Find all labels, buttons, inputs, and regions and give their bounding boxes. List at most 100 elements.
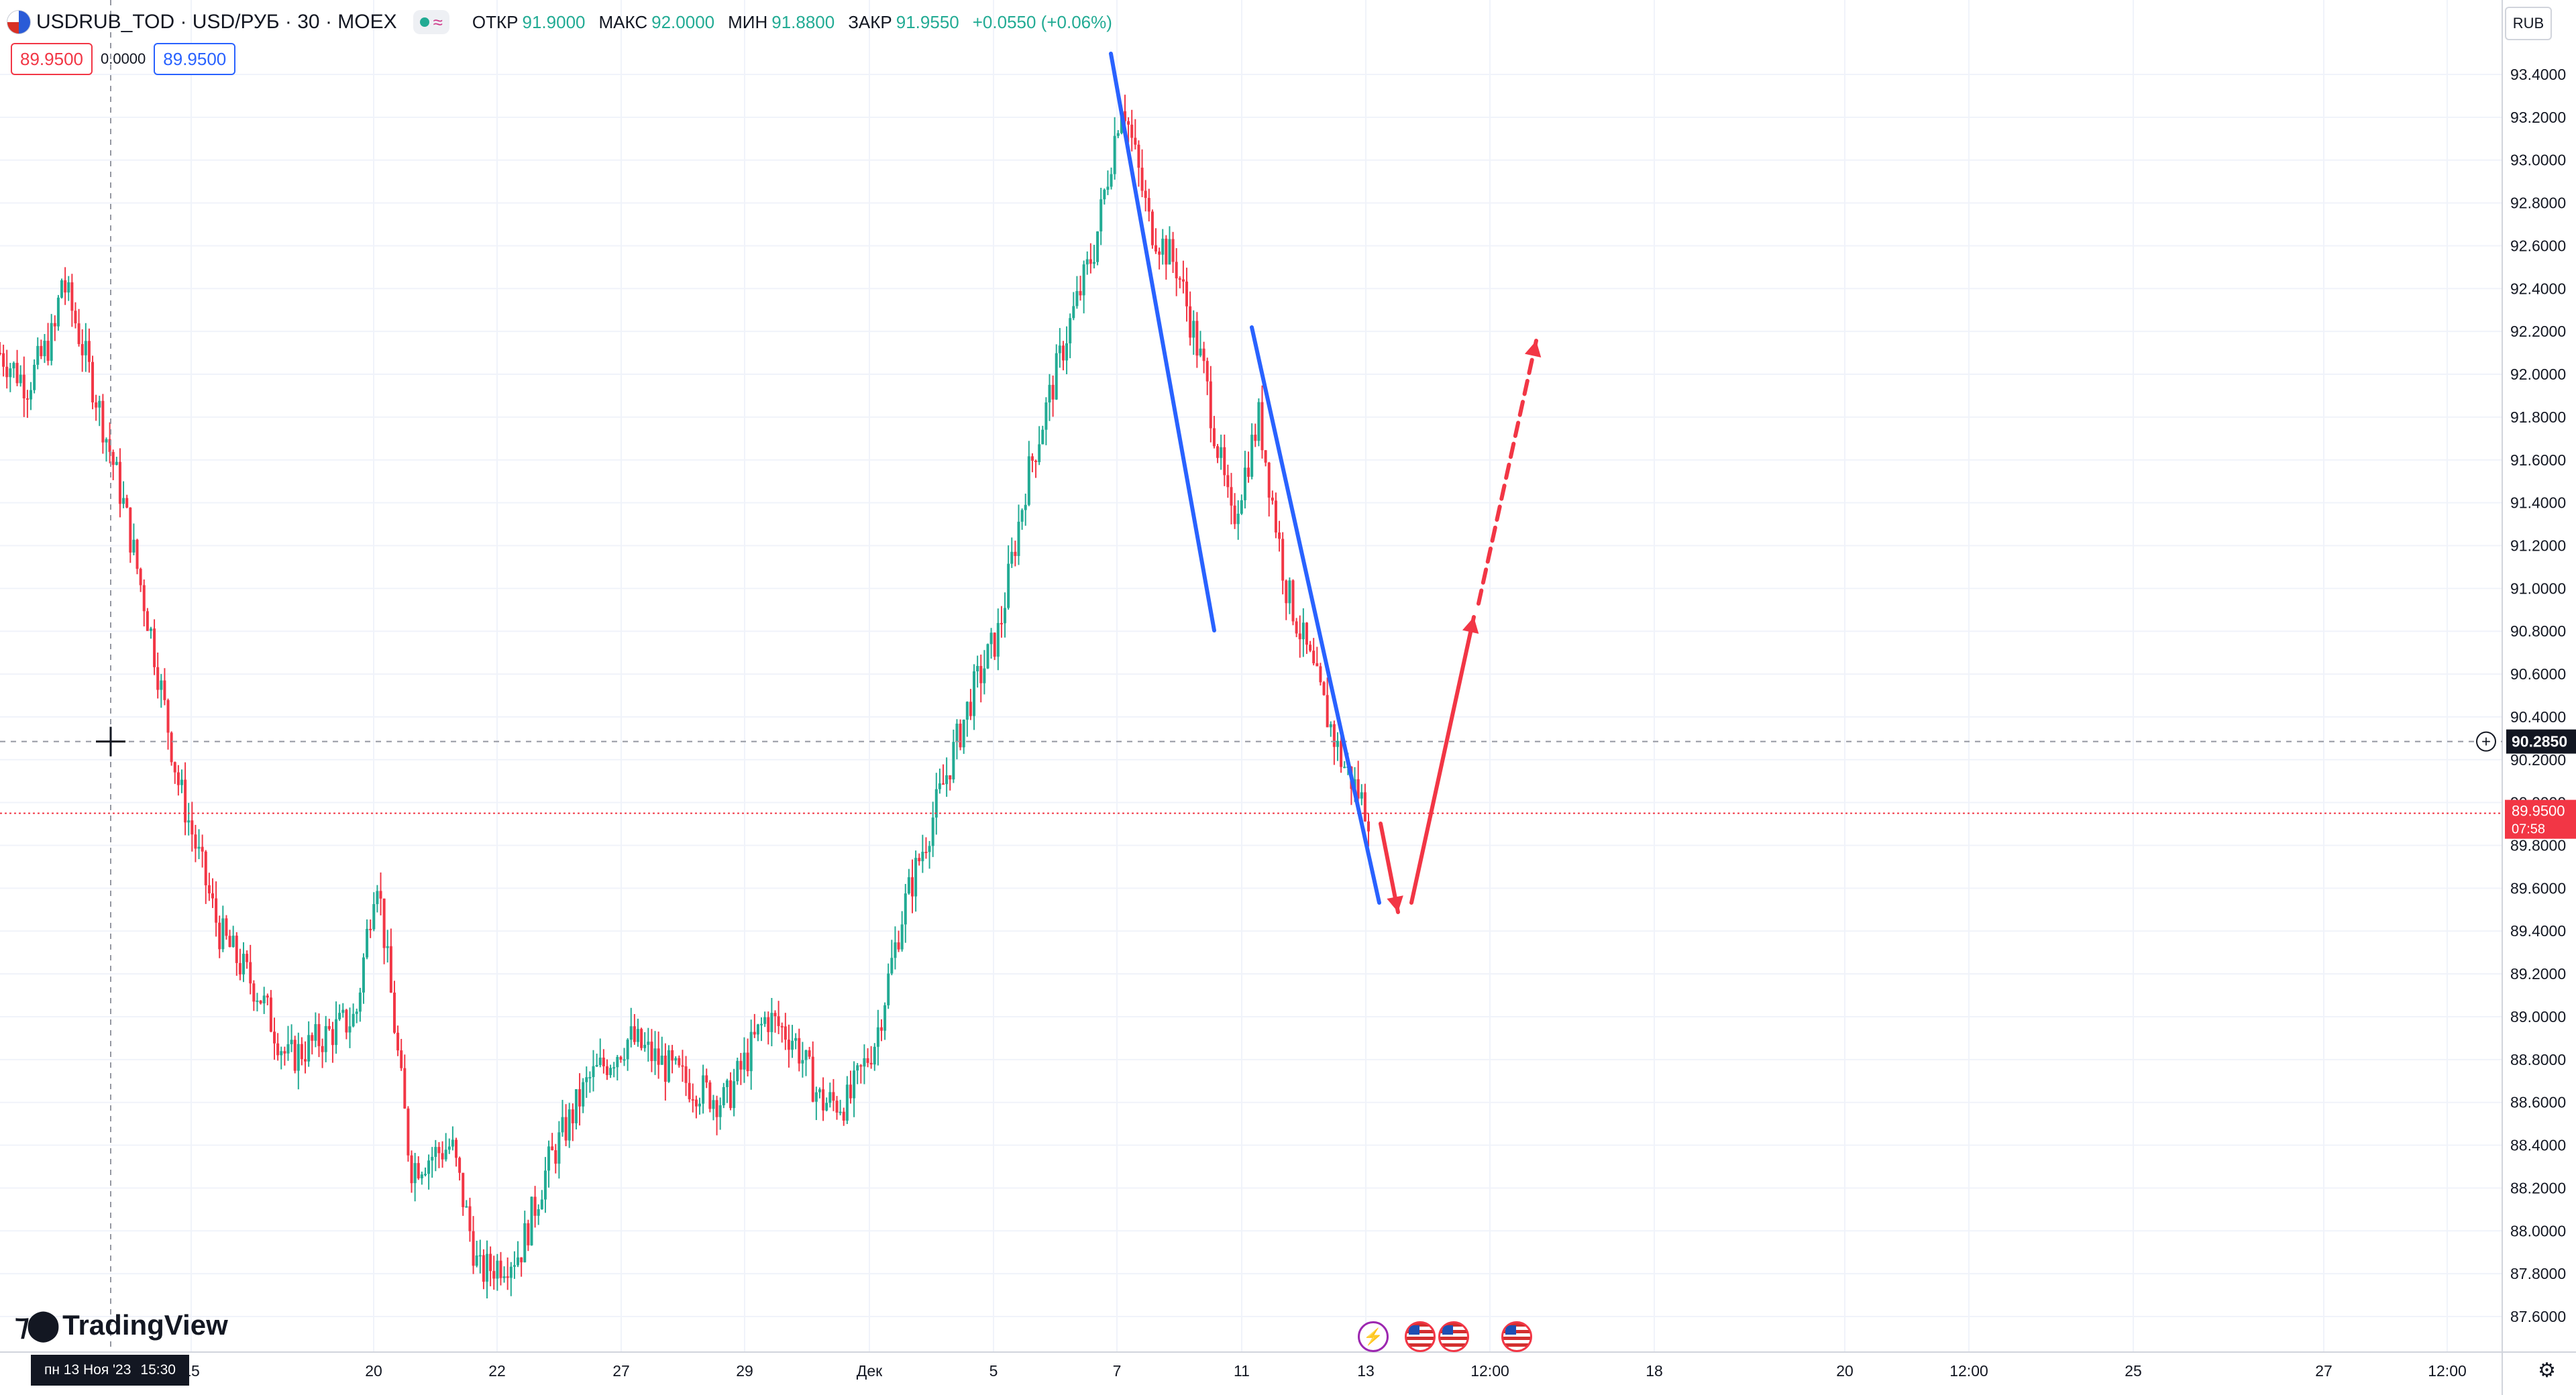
candle-body: [698, 1103, 702, 1107]
candle-body: [973, 671, 976, 716]
candle-body: [924, 852, 928, 854]
candle-body: [996, 622, 1000, 657]
candle-body: [928, 846, 931, 852]
candle-body: [784, 1026, 787, 1040]
y-tick-label: 88.2000: [2510, 1179, 2566, 1196]
candle-body: [822, 1089, 825, 1111]
us-flag-event-icon[interactable]: [1405, 1321, 1436, 1352]
candle-body: [25, 398, 29, 400]
candle-body: [184, 779, 187, 823]
candle-body: [410, 1155, 413, 1184]
candle-body: [626, 1040, 629, 1060]
candle-body: [355, 1011, 358, 1014]
candle-body: [427, 1160, 431, 1174]
candle-body: [612, 1067, 616, 1069]
currency-button[interactable]: RUB: [2505, 7, 2552, 40]
candle-body: [1288, 580, 1291, 604]
candle-body: [1085, 259, 1089, 265]
y-tick-label: 91.6000: [2510, 451, 2566, 469]
candle-body: [1309, 645, 1312, 651]
candle-body: [9, 368, 12, 378]
candle-body: [1004, 608, 1007, 624]
candle-body: [849, 1084, 852, 1099]
us-flag-event-icon[interactable]: [1501, 1321, 1532, 1352]
candle-body: [907, 877, 910, 894]
candle-body: [914, 858, 918, 897]
candle-body: [215, 898, 218, 923]
candle-body: [629, 1026, 633, 1040]
candle-body: [894, 942, 897, 958]
candle-body: [746, 1052, 749, 1072]
status-pill[interactable]: ≈: [413, 10, 449, 34]
buy-button[interactable]: 89.9500: [154, 43, 236, 75]
candle-body: [863, 1058, 866, 1067]
y-tick-label: 88.0000: [2510, 1222, 2566, 1239]
candle-body: [640, 1029, 643, 1048]
candle-body: [715, 1100, 718, 1117]
low-label: МИН: [728, 11, 768, 32]
candle-body: [492, 1271, 496, 1279]
candle-body: [1178, 278, 1181, 280]
last-price-countdown: 07:58: [2512, 822, 2545, 837]
tradingview-logo-icon: ⁊⬤: [15, 1308, 60, 1341]
y-tick-label: 89.2000: [2510, 965, 2566, 983]
candle-body: [259, 1000, 262, 1004]
sell-button[interactable]: 89.9500: [11, 43, 93, 75]
candle-body: [338, 1013, 341, 1019]
candle-body: [527, 1223, 530, 1245]
candle-body: [242, 954, 246, 974]
candle-body: [105, 439, 108, 443]
candle-body: [533, 1196, 537, 1216]
tradingview-logo[interactable]: ⁊⬤ TradingView: [15, 1308, 228, 1342]
us-flag-event-icon[interactable]: [1438, 1321, 1469, 1352]
x-tick-label: 18: [1646, 1362, 1663, 1380]
candle-body: [979, 665, 983, 683]
candle-body: [1134, 137, 1137, 145]
candle-body: [341, 1009, 345, 1013]
candle-body: [537, 1209, 540, 1216]
candle-body: [300, 1044, 303, 1060]
candle-body: [475, 1255, 478, 1266]
candle-body: [883, 1005, 887, 1031]
y-tick-label: 92.4000: [2510, 280, 2566, 297]
candle-body: [1336, 740, 1339, 747]
candle-body: [986, 644, 989, 669]
symbol-title[interactable]: USDRUB_TOD · USD/РУБ · 30 · MOEX: [36, 11, 397, 33]
candle-body: [993, 632, 996, 657]
candle-body: [756, 1024, 759, 1035]
candle-body: [1007, 563, 1010, 608]
candle-body: [111, 451, 115, 465]
candle-body: [530, 1196, 533, 1245]
candle-body: [1072, 306, 1075, 319]
y-tick-label: 91.8000: [2510, 408, 2566, 426]
candle-body: [952, 742, 955, 780]
lightning-event-icon[interactable]: ⚡: [1358, 1321, 1389, 1352]
candle-body: [389, 946, 392, 993]
candle-body: [1298, 633, 1301, 640]
candle-body: [839, 1111, 842, 1113]
candle-body: [554, 1150, 557, 1164]
candle-body: [770, 1013, 773, 1032]
candle-body: [1260, 402, 1264, 451]
candle-body: [1147, 198, 1150, 212]
candle-body: [95, 402, 98, 408]
candle-body: [934, 789, 938, 818]
candle-body: [918, 858, 921, 862]
candle-body: [818, 1089, 821, 1093]
indicator-wave-icon: ≈: [433, 11, 443, 32]
gear-icon[interactable]: ⚙: [2538, 1359, 2556, 1382]
candle-body: [688, 1082, 691, 1100]
candle-body: [674, 1058, 678, 1061]
candle-body: [486, 1253, 489, 1282]
candle-body: [43, 341, 46, 357]
candle-body: [201, 846, 204, 852]
candle-body: [1027, 456, 1030, 505]
candle-body: [400, 1050, 403, 1068]
candle-body: [1158, 251, 1161, 255]
candle-body: [942, 783, 945, 785]
candle-body: [36, 345, 40, 365]
candle-body: [478, 1255, 482, 1257]
candle-body: [1271, 497, 1274, 501]
candle-body: [1223, 447, 1226, 476]
